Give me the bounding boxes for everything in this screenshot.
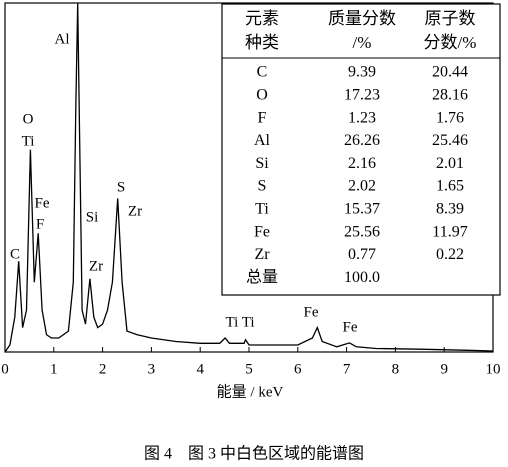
- table-cell: 2.02: [348, 178, 376, 195]
- x-tick-label: 1: [50, 361, 58, 377]
- peak-label: S: [117, 179, 125, 195]
- peak-label: O: [23, 111, 34, 127]
- table-cell: 20.44: [432, 64, 468, 81]
- table-cell: C: [257, 64, 268, 81]
- inset-table: [221, 3, 501, 296]
- x-tick-label: 7: [343, 361, 351, 377]
- table-cell: 1.76: [436, 109, 464, 126]
- table-cell: 总量: [246, 268, 278, 286]
- table-cell: Si: [255, 155, 269, 172]
- table-cell: 9.39: [348, 64, 376, 81]
- table-cell: 17.23: [344, 86, 380, 103]
- peak-label: Fe: [35, 195, 50, 211]
- table-cell: 28.16: [432, 86, 468, 103]
- table-header: 元素: [245, 9, 279, 28]
- peak-label: Zr: [89, 258, 103, 274]
- table-header: 分数/%: [424, 33, 477, 52]
- table-cell: O: [256, 86, 268, 103]
- table-cell: Fe: [254, 223, 270, 240]
- table-cell: 25.46: [432, 132, 468, 149]
- table-cell: Zr: [254, 246, 270, 263]
- x-tick-label: 0: [1, 361, 9, 377]
- peak-label: Al: [55, 31, 70, 47]
- x-tick-label: 3: [148, 361, 156, 377]
- x-tick-label: 4: [196, 361, 204, 377]
- table-cell: 100.0: [344, 269, 380, 286]
- table-cell: 15.37: [344, 200, 380, 217]
- table-header: 种类: [245, 33, 279, 52]
- caption: 图 4 图 3 中白色区域的能谱图: [144, 445, 364, 463]
- x-tick-label: 6: [294, 361, 302, 377]
- table-cell: Ti: [255, 200, 269, 217]
- x-tick-label: 8: [392, 361, 400, 377]
- spectrum-line: [4, 2, 494, 353]
- x-tick-label: 2: [99, 361, 107, 377]
- table-cell: Al: [254, 132, 271, 149]
- table-cell: 26.26: [344, 132, 380, 149]
- table-cell: 1.23: [348, 109, 376, 126]
- peak-label: Zr: [128, 203, 142, 219]
- table-cell: 25.56: [344, 223, 380, 240]
- table-cell: 2.01: [436, 155, 464, 172]
- table-cell: 0.22: [436, 246, 464, 263]
- table-cell: 1.65: [436, 178, 464, 195]
- table-cell: F: [258, 109, 267, 126]
- peak-label: C: [10, 246, 20, 262]
- peak-label: F: [36, 216, 44, 232]
- table-header: 原子数: [425, 9, 476, 28]
- x-tick-label: 9: [440, 361, 448, 377]
- table-cell: S: [258, 178, 267, 195]
- peak-label: Fe: [343, 319, 358, 335]
- peak-label: Ti: [22, 133, 35, 149]
- table-header: 质量分数: [328, 9, 396, 28]
- peak-label: Fe: [304, 304, 319, 320]
- table-cell: 11.97: [432, 223, 467, 240]
- x-tick-label: 5: [245, 361, 253, 377]
- peak-label: Ti Ti: [225, 314, 254, 330]
- table-header: /%: [353, 33, 372, 52]
- peak-label: Si: [86, 209, 99, 225]
- x-tick-label: 10: [486, 361, 501, 377]
- x-axis-label: 能量 / keV: [217, 383, 284, 400]
- table-cell: 8.39: [436, 200, 464, 217]
- table-cell: 0.77: [348, 246, 376, 263]
- table-cell: 2.16: [348, 155, 376, 172]
